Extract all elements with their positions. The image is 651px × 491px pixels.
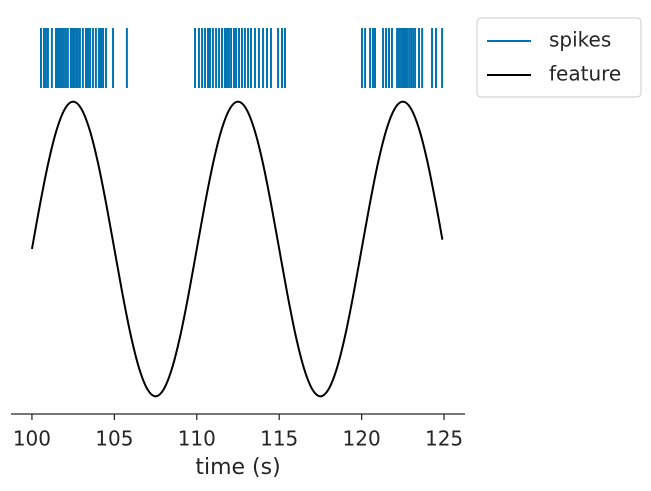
x-tick-label: 105 <box>95 427 133 451</box>
legend-label: spikes <box>549 28 611 52</box>
x-tick-label: 100 <box>13 427 51 451</box>
legend-label: feature <box>549 62 621 86</box>
legend <box>476 17 642 98</box>
x-tick-label: 120 <box>343 427 381 451</box>
x-axis-label: time (s) <box>195 455 280 480</box>
x-tick-label: 115 <box>260 427 298 451</box>
x-tick-label: 110 <box>178 427 216 451</box>
feature-line <box>30 100 444 398</box>
x-tick-label: 125 <box>425 427 463 451</box>
